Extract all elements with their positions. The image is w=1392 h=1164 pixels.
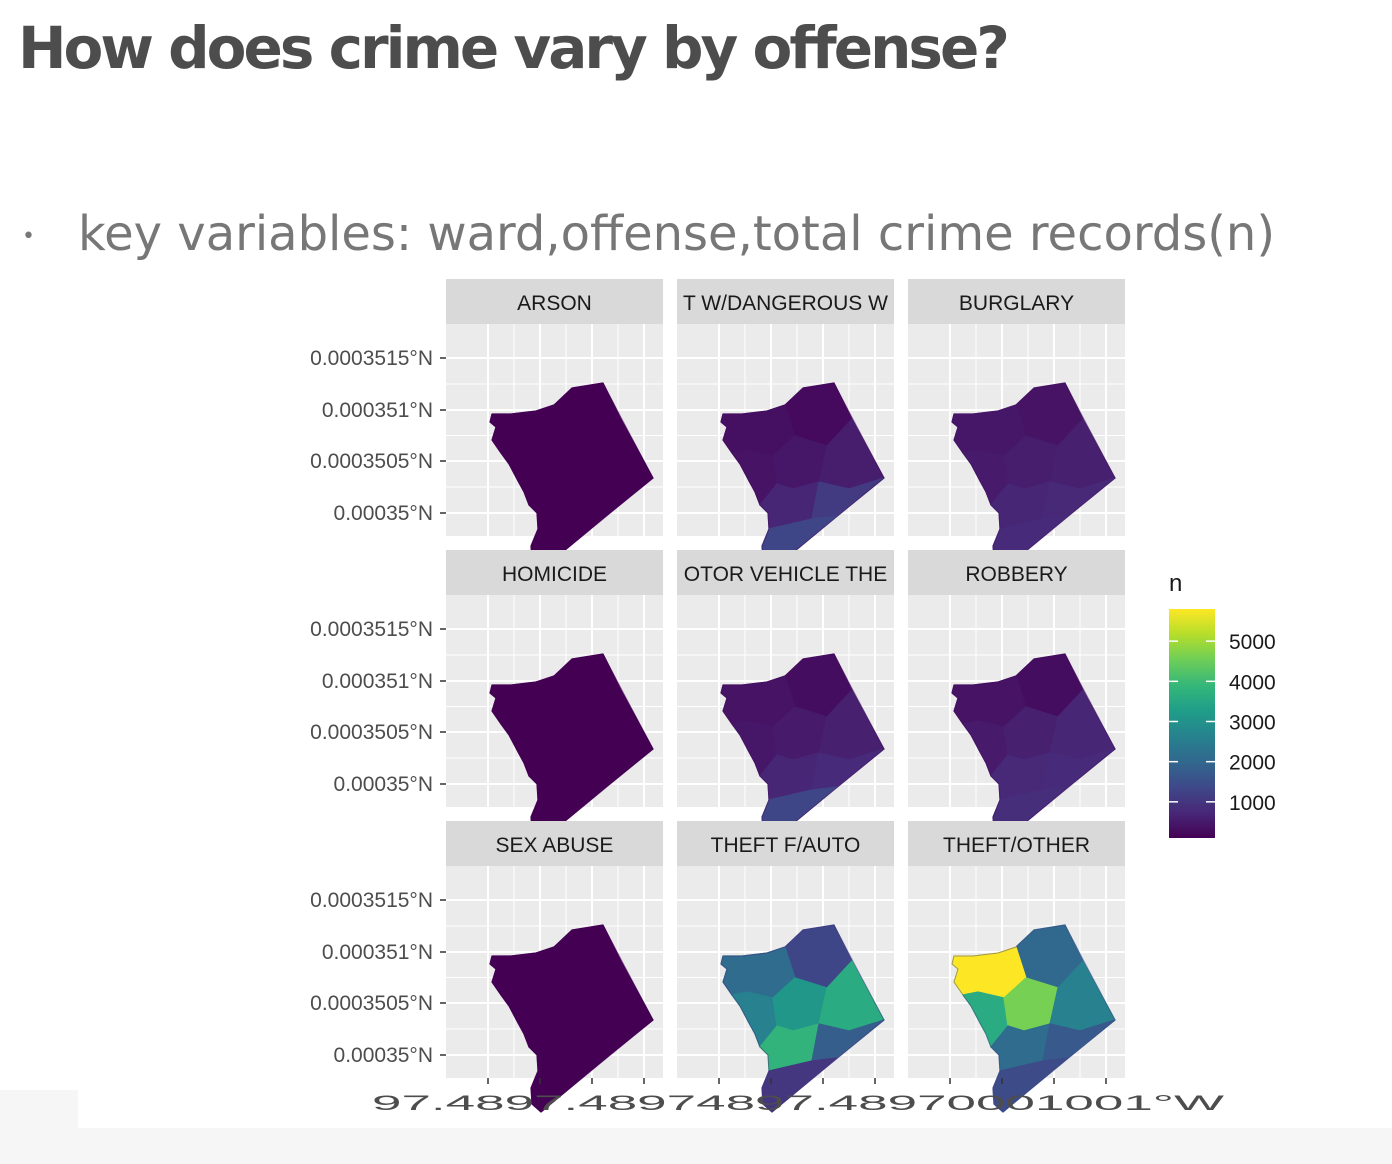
y-tick-label: 0.000351°N [322,941,433,964]
facet-strip [908,821,1125,866]
y-tick-label: 0.00035°N [334,502,433,525]
facet-strip [677,821,894,866]
legend-colorbar [1169,609,1215,838]
facet-panel: THEFT F/AUTO [677,821,894,1113]
y-tick-label: 0.0003505°N [310,450,433,473]
facet-label: SEX ABUSE [496,834,614,857]
y-tick-label: 0.0003515°N [310,889,433,912]
y-tick-label: 0.0003515°N [310,347,433,370]
footer-bar [0,1128,1392,1164]
facet-panel: THEFT/OTHER [908,821,1125,1113]
y-tick-label: 0.000351°N [322,399,433,422]
facet-strip [908,279,1125,324]
footer-edge [0,1090,78,1128]
x-tick-labels: 97.4897.48974897.48970001001°W [372,1092,1224,1115]
facet-label: THEFT F/AUTO [711,834,861,857]
facet-strip [446,279,663,324]
y-tick-label: 0.0003505°N [310,721,433,744]
facet-panel: OTOR VEHICLE THE [677,550,894,842]
facet-panel: HOMICIDE 0.0003515°N 0.000351°N 0.0003505°N… [310,550,663,842]
facet-panel: SEX ABUSE 0.0003515°N 0.000351°N 0.0003505°… [310,821,663,1113]
bullet-text: key variables: ward,offense,total crime … [78,206,1276,262]
legend-tick-label: 4000 [1229,671,1276,694]
facet-strip [446,821,663,866]
facet-strip [908,550,1125,595]
facet-strip [677,279,894,324]
facet-label: BURGLARY [959,292,1074,315]
facet-panel: BURGLARY [908,279,1125,571]
legend: n 1000 2000 3000 4000 5000 [1169,570,1276,838]
y-tick-label: 0.000351°N [322,670,433,693]
city-outline [489,382,654,571]
city-outline [951,653,1116,842]
y-tick-label: 0.0003505°N [310,992,433,1015]
facet-panel: ROBBERY [908,550,1125,842]
legend-tick-label: 3000 [1229,711,1276,734]
city-outline [720,382,885,571]
facet-label: HOMICIDE [502,563,607,586]
facet-label: ARSON [517,292,592,315]
bullet-dot-icon: • [22,224,35,249]
facet-strip [446,550,663,595]
y-tick-label: 0.0003515°N [310,618,433,641]
facet-label: T W/DANGEROUS W [683,292,888,315]
legend-title: n [1169,570,1182,597]
facet-panels: ARSON 0.0003515°N 0.000351°N 0.0003505°N 0.0… [310,279,1224,1115]
facet-strip [677,550,894,595]
facet-label: THEFT/OTHER [943,834,1090,857]
city-outline [489,653,654,842]
legend-tick-label: 2000 [1229,752,1276,775]
facet-label: OTOR VEHICLE THE [684,563,887,586]
y-tick-label: 0.00035°N [334,1044,433,1067]
legend-tick-label: 5000 [1229,631,1276,654]
city-outline [951,382,1116,571]
facet-panel: ARSON 0.0003515°N 0.000351°N 0.0003505°N 0.0… [310,279,663,571]
facet-panel: T W/DANGEROUS W [677,279,894,571]
y-tick-label: 0.00035°N [334,773,433,796]
city-outline [720,924,885,1113]
city-outline [951,924,1116,1113]
slide-title: How does crime vary by offense? [18,14,1010,82]
city-outline [489,924,654,1113]
facet-label: ROBBERY [965,563,1067,586]
city-outline [720,653,885,842]
legend-tick-label: 1000 [1229,792,1276,815]
